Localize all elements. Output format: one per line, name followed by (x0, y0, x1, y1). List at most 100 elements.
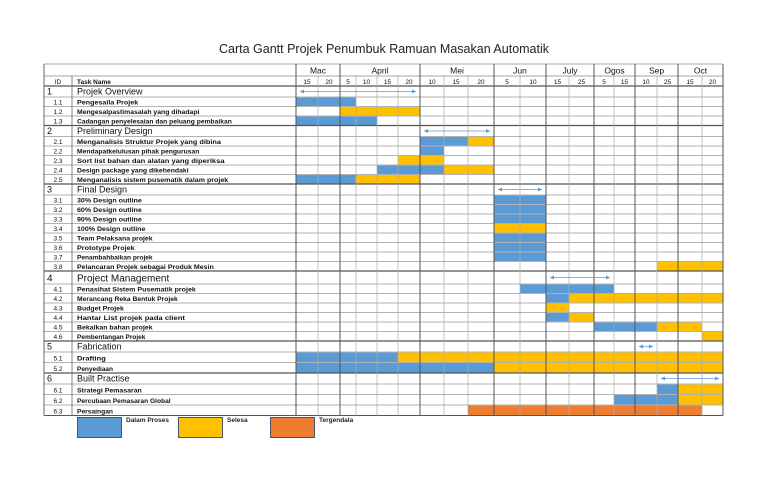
month-label: Mei (450, 66, 464, 76)
task-id: 2.2 (53, 149, 62, 156)
bar-4.2-in_progress (546, 294, 569, 303)
task-id: 2.3 (53, 158, 62, 165)
day-label: 20 (477, 79, 485, 86)
section-name: Built Practise (77, 374, 130, 384)
bar-2.1-done (468, 137, 494, 146)
arrow-head-left-icon (424, 129, 428, 133)
bar-4.5-in_progress (594, 322, 657, 331)
task-id: 1.1 (53, 100, 62, 107)
month-label: Ogos (604, 66, 624, 76)
task-name: Menganalisis sistem pusematik dalam proj… (77, 178, 229, 184)
month-label: April (371, 66, 388, 76)
arrow-head-left-icon (498, 187, 502, 192)
task-name: 100% Design outline (77, 227, 146, 233)
task-id: 3.7 (53, 255, 62, 262)
legend-swatch-done (178, 416, 223, 438)
arrow-head-right-icon (538, 187, 542, 192)
task-id: 4.6 (53, 334, 62, 341)
day-label: 15 (686, 79, 694, 86)
legend-swatch-in_progress (77, 416, 122, 438)
task-id: 4.1 (53, 287, 62, 294)
task-id: 6.2 (53, 398, 62, 405)
task-name: 60% Design outline (77, 208, 143, 214)
id-header: ID (55, 79, 62, 86)
task-name: Percubaan Pemasaran Global (77, 399, 171, 405)
task-name: Strategi Pemasaran (77, 389, 142, 395)
task-id: 3.2 (53, 207, 62, 214)
task-name: Menganalisis Struktur Projek yang dibina (77, 140, 222, 146)
bar-5.1-done (398, 352, 723, 362)
task-name: Pengesaila Projek (77, 101, 139, 107)
task-name: Cadangan penyelesaian dan peluang pembai… (77, 120, 232, 126)
bar-5.2-done (494, 363, 723, 373)
bar-4.2-done (569, 294, 723, 303)
task-name: Budget Projek (77, 307, 125, 313)
bar-4.3-done (546, 303, 569, 312)
task-id: 5.1 (53, 356, 62, 363)
task-id: 2.4 (53, 168, 62, 175)
day-label: 15 (303, 79, 311, 86)
legend-label-in_progress: Dalam Proses (126, 416, 169, 424)
task-id: 3.4 (53, 226, 62, 233)
task-id: 2.1 (53, 139, 62, 146)
day-label: 10 (363, 79, 371, 86)
task-id: 3.6 (53, 245, 62, 252)
month-label: Mac (310, 66, 327, 76)
section-id: 4 (47, 274, 53, 285)
task-name: Persaingan (77, 410, 113, 416)
month-label: Oct (694, 66, 708, 76)
section-id: 1 (47, 87, 52, 97)
task-id: 1.3 (53, 119, 62, 126)
task-name: 30% Design outline (77, 199, 143, 205)
day-label: 10 (642, 79, 650, 86)
bar-5.2-in_progress (296, 363, 494, 373)
bar-4.1-in_progress (520, 284, 614, 293)
task-id: 4.3 (53, 306, 62, 313)
task-name: Team Pelaksana projek (77, 237, 153, 243)
task-name: 90% Design outline (77, 218, 143, 224)
task-name: Drafting (77, 357, 106, 363)
arrow-head-right-icon (649, 344, 653, 349)
task-id: 3.1 (53, 198, 62, 205)
bar-4.4-in_progress (546, 313, 569, 322)
arrow-head-right-icon (715, 376, 719, 381)
section-id: 6 (47, 374, 52, 384)
month-label: Jun (513, 66, 527, 76)
day-label: 5 (505, 79, 509, 86)
task-id: 2.5 (53, 177, 62, 184)
month-label: Sep (649, 66, 664, 76)
bar-6.1-in_progress (657, 384, 678, 394)
task-id: 6.1 (53, 388, 62, 395)
bar-1.3-in_progress (296, 116, 377, 125)
bar-2.4-done (444, 165, 494, 174)
bar-5.1-in_progress (296, 352, 398, 362)
arrow-head-right-icon (486, 129, 490, 133)
bar-6.1-done (678, 384, 723, 394)
task-name-header: Task Name (77, 79, 111, 86)
bar-4.5-done (657, 322, 702, 331)
day-label: 5 (602, 79, 606, 86)
task-id: 5.2 (53, 366, 62, 373)
task-id: 4.5 (53, 325, 62, 332)
section-name: Fabrication (77, 342, 122, 352)
bar-6.2-done (678, 395, 723, 405)
section-id: 3 (47, 185, 52, 195)
arrow-head-right-icon (412, 89, 416, 94)
task-id: 4.2 (53, 296, 62, 303)
task-name: Design package yang dikehendaki (77, 169, 189, 175)
task-name: Merancang Reka Bentuk Projek (77, 297, 179, 303)
task-name: Mengesalpastimasalah yang dihadapi (77, 110, 200, 116)
day-label: 15 (452, 79, 460, 86)
bar-6.2-in_progress (614, 395, 678, 405)
bar-1.2-done (340, 107, 420, 116)
legend-swatch-delayed (270, 416, 315, 438)
arrow-head-right-icon (606, 275, 610, 280)
task-name: Prototype Projek (77, 246, 135, 252)
bar-4.4-done (569, 313, 594, 322)
day-label: 20 (709, 79, 717, 86)
arrow-head-left-icon (300, 89, 304, 94)
bar-4.6-done (702, 332, 723, 341)
arrow-head-left-icon (639, 344, 643, 349)
legend-label-delayed: Tergendala (319, 416, 354, 424)
